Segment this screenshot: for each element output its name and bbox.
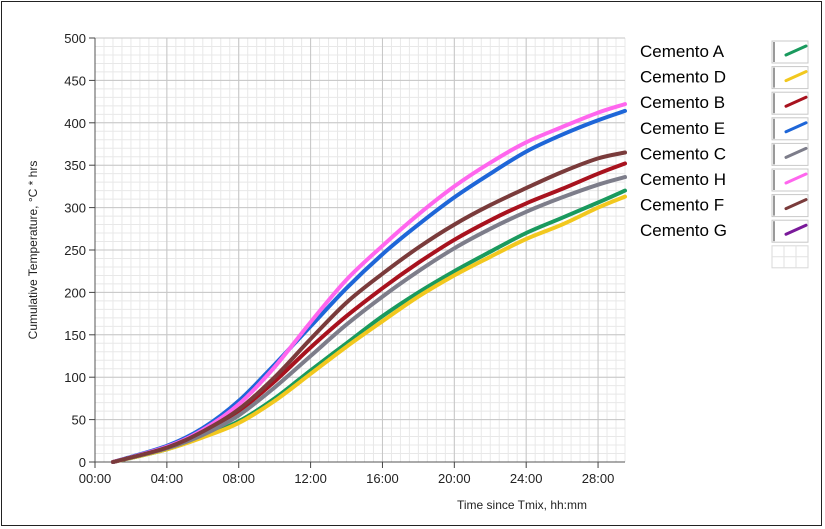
- y-tick-label: 350: [64, 158, 86, 173]
- legend-label-cemento-d: Cemento D: [640, 68, 726, 87]
- x-axis-title: Time since Tmix, hh:mm: [457, 498, 587, 512]
- series-line-cemento-h: [111, 102, 627, 464]
- legend-swatch-line-cemento-c: [784, 146, 808, 159]
- x-tick-label: 28:00: [582, 471, 615, 486]
- x-tick-label: 12:00: [294, 471, 327, 486]
- y-tick-label: 300: [64, 201, 86, 216]
- series-line-cemento-c: [111, 175, 627, 464]
- y-tick-label: 450: [64, 73, 86, 88]
- legend: Cemento A Cemento D Cemento B Cemento E Ceme…: [640, 40, 809, 269]
- legend-label-cemento-e: Cemento E: [640, 119, 725, 138]
- x-tick-label: 08:00: [222, 471, 255, 486]
- series-line-cemento-f: [111, 150, 627, 464]
- legend-label-cemento-h: Cemento H: [640, 170, 726, 189]
- y-axis-title: Cumulative Temperature, °C * hrs: [26, 161, 40, 340]
- x-tick-label: 24:00: [510, 471, 543, 486]
- legend-swatch-line-cemento-g: [784, 223, 808, 236]
- legend-label-cemento-a: Cemento A: [640, 42, 725, 61]
- x-tick-label: 16:00: [366, 471, 399, 486]
- legend-swatch-line-cemento-d: [784, 70, 808, 83]
- series-line-cemento-d: [111, 194, 627, 464]
- series-lines: [111, 102, 627, 464]
- legend-label-cemento-f: Cemento F: [640, 196, 724, 215]
- legend-swatch-line-cemento-e: [784, 121, 808, 134]
- y-tick-label: 400: [64, 116, 86, 131]
- legend-swatch-line-cemento-h: [784, 172, 808, 185]
- legend-swatch-line-cemento-f: [784, 198, 808, 211]
- y-tick-label: 50: [72, 413, 86, 428]
- y-tick-label: 100: [64, 370, 86, 385]
- y-tick-label: 150: [64, 328, 86, 343]
- x-tick-label: 00:00: [79, 471, 112, 486]
- x-tick-label: 20:00: [438, 471, 471, 486]
- y-tick-label: 250: [64, 243, 86, 258]
- y-tick-label: 0: [79, 455, 86, 470]
- legend-label-cemento-g: Cemento G: [640, 221, 727, 240]
- y-tick-label: 200: [64, 285, 86, 300]
- x-tick-label: 04:00: [151, 471, 184, 486]
- legend-label-cemento-b: Cemento B: [640, 93, 725, 112]
- legend-swatch-line-cemento-b: [784, 95, 808, 108]
- legend-swatch-line-cemento-a: [784, 44, 808, 57]
- y-tick-label: 500: [64, 31, 86, 46]
- legend-label-cemento-c: Cemento C: [640, 144, 726, 163]
